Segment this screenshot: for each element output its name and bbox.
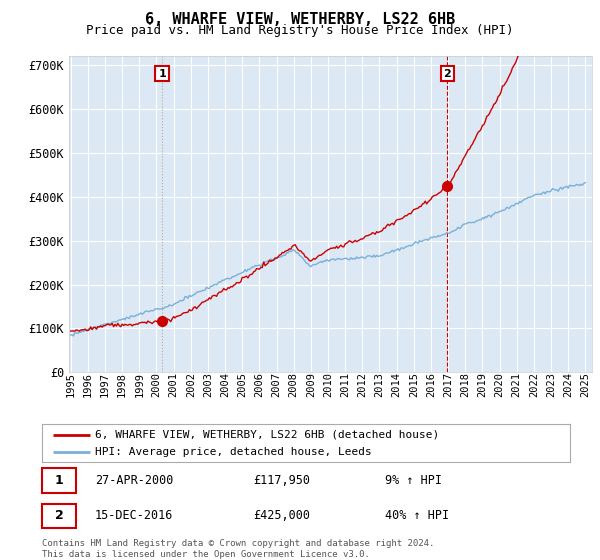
Text: 6, WHARFE VIEW, WETHERBY, LS22 6HB: 6, WHARFE VIEW, WETHERBY, LS22 6HB bbox=[145, 12, 455, 27]
Text: 2012: 2012 bbox=[358, 372, 367, 398]
Text: 2024: 2024 bbox=[563, 372, 573, 398]
Text: 6, WHARFE VIEW, WETHERBY, LS22 6HB (detached house): 6, WHARFE VIEW, WETHERBY, LS22 6HB (deta… bbox=[95, 430, 439, 440]
Text: 2016: 2016 bbox=[426, 372, 436, 398]
Text: 9% ↑ HPI: 9% ↑ HPI bbox=[385, 474, 442, 487]
Text: 2010: 2010 bbox=[323, 372, 333, 398]
Text: 40% ↑ HPI: 40% ↑ HPI bbox=[385, 509, 449, 522]
Text: 2000: 2000 bbox=[151, 372, 161, 398]
Text: 2015: 2015 bbox=[409, 372, 419, 398]
FancyBboxPatch shape bbox=[42, 503, 76, 528]
Text: 2021: 2021 bbox=[512, 372, 522, 398]
Text: 1996: 1996 bbox=[83, 372, 93, 398]
Text: 2007: 2007 bbox=[272, 372, 281, 398]
Text: 2017: 2017 bbox=[443, 372, 453, 398]
Text: 2018: 2018 bbox=[460, 372, 470, 398]
Text: 2006: 2006 bbox=[254, 372, 265, 398]
FancyBboxPatch shape bbox=[42, 468, 76, 493]
Text: 1: 1 bbox=[158, 68, 166, 78]
Text: 15-DEC-2016: 15-DEC-2016 bbox=[95, 509, 173, 522]
Text: £117,950: £117,950 bbox=[253, 474, 310, 487]
Text: 2: 2 bbox=[443, 68, 451, 78]
Text: 2002: 2002 bbox=[186, 372, 196, 398]
Text: 2013: 2013 bbox=[374, 372, 385, 398]
Text: Contains HM Land Registry data © Crown copyright and database right 2024.
This d: Contains HM Land Registry data © Crown c… bbox=[42, 539, 434, 559]
Text: 2025: 2025 bbox=[580, 372, 590, 398]
Text: 2001: 2001 bbox=[169, 372, 179, 398]
Text: 2003: 2003 bbox=[203, 372, 213, 398]
Text: 27-APR-2000: 27-APR-2000 bbox=[95, 474, 173, 487]
Text: 1997: 1997 bbox=[100, 372, 110, 398]
Text: 2020: 2020 bbox=[494, 372, 505, 398]
Text: 2014: 2014 bbox=[392, 372, 401, 398]
Text: 1999: 1999 bbox=[134, 372, 145, 398]
Text: 2: 2 bbox=[55, 509, 64, 522]
Text: 2011: 2011 bbox=[340, 372, 350, 398]
Text: 2005: 2005 bbox=[237, 372, 247, 398]
Text: 2008: 2008 bbox=[289, 372, 299, 398]
Text: 1995: 1995 bbox=[66, 372, 76, 398]
Text: 1: 1 bbox=[55, 474, 64, 487]
Text: HPI: Average price, detached house, Leeds: HPI: Average price, detached house, Leed… bbox=[95, 447, 371, 457]
Text: Price paid vs. HM Land Registry's House Price Index (HPI): Price paid vs. HM Land Registry's House … bbox=[86, 24, 514, 36]
Text: 2009: 2009 bbox=[306, 372, 316, 398]
Text: 1998: 1998 bbox=[117, 372, 127, 398]
Text: £425,000: £425,000 bbox=[253, 509, 310, 522]
Text: 2022: 2022 bbox=[529, 372, 539, 398]
Text: 2019: 2019 bbox=[478, 372, 487, 398]
Text: 2023: 2023 bbox=[546, 372, 556, 398]
Text: 2004: 2004 bbox=[220, 372, 230, 398]
